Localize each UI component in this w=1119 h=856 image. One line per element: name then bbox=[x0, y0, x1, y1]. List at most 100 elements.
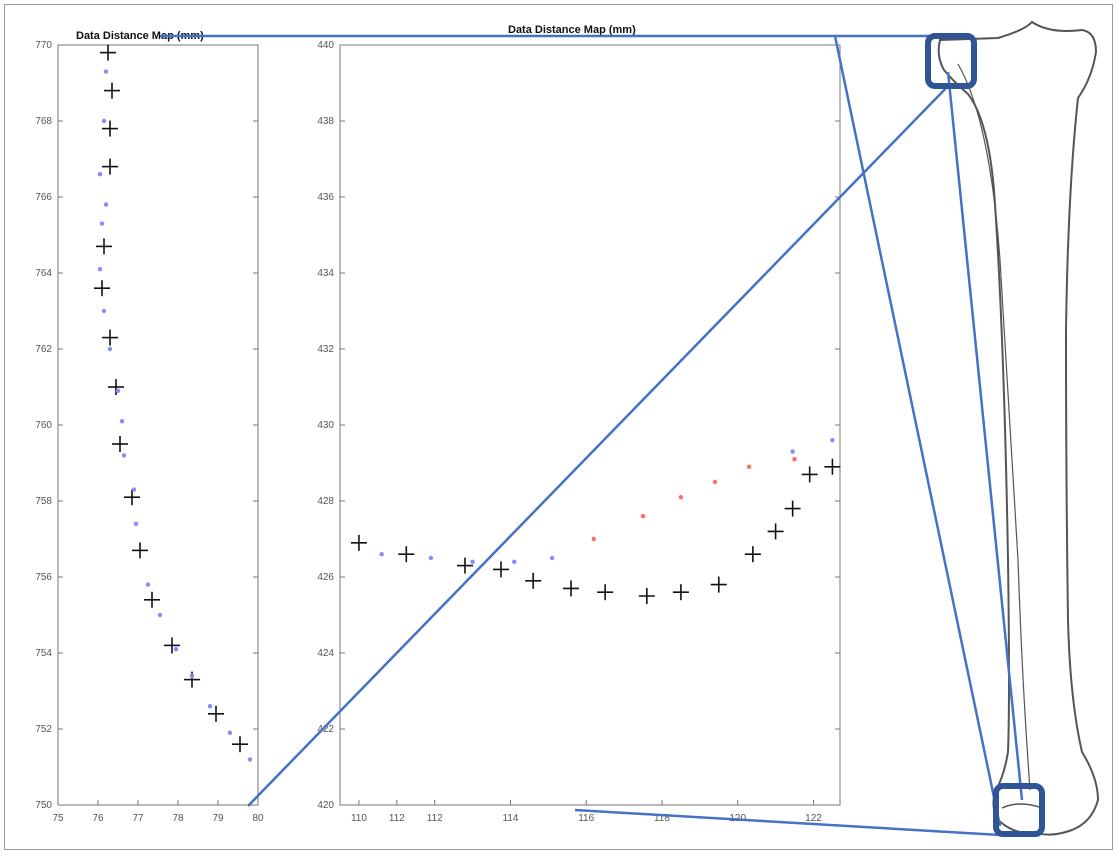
callout-bottom-line bbox=[574, 808, 1001, 837]
right-dot-marker bbox=[712, 479, 718, 485]
right-dot-marker bbox=[790, 449, 795, 454]
left-plot-marks bbox=[94, 44, 253, 762]
right-xtick-label: 114 bbox=[502, 813, 518, 824]
left-plus-marker bbox=[104, 82, 120, 99]
right-ytick-label: 428 bbox=[317, 496, 334, 507]
right-dot-marker bbox=[830, 438, 835, 443]
left-dot-marker bbox=[121, 453, 127, 458]
right-dot-marker bbox=[792, 457, 797, 462]
left-plot-axes-box bbox=[57, 44, 259, 806]
left-plus-marker bbox=[232, 736, 248, 753]
right-plus-marker bbox=[525, 572, 542, 589]
right-plus-marker bbox=[457, 557, 473, 574]
left-plus-marker bbox=[208, 705, 224, 722]
left-ytick-label: 750 bbox=[35, 800, 52, 811]
left-dot-marker bbox=[99, 221, 105, 226]
right-xtick-label: 118 bbox=[654, 813, 670, 824]
left-dot-marker bbox=[101, 308, 107, 314]
left-plus-marker bbox=[100, 44, 116, 61]
left-dot-marker bbox=[189, 673, 195, 678]
right-plus-marker bbox=[563, 580, 580, 597]
left-xtick-label: 80 bbox=[252, 813, 264, 824]
right-ytick-label: 438 bbox=[317, 116, 334, 127]
left-plot-title: Data Distance Map (mm) bbox=[76, 30, 204, 42]
right-ytick-label: 420 bbox=[317, 800, 334, 811]
left-dot-marker bbox=[157, 612, 163, 618]
right-dot-marker bbox=[549, 555, 555, 561]
left-plot: Data Distance Map (mm) 750 752 754 756 758 76… bbox=[35, 30, 264, 824]
right-plus-marker bbox=[398, 546, 415, 563]
tibia-bone-outline bbox=[937, 20, 1100, 836]
right-dot-marker bbox=[746, 464, 752, 469]
bone-inner-line bbox=[957, 63, 1031, 791]
left-xtick-label: 75 bbox=[52, 813, 64, 824]
right-plus-marker bbox=[784, 500, 801, 517]
right-ytick-label: 424 bbox=[317, 648, 334, 659]
right-plus-marker bbox=[801, 466, 818, 483]
bone-distal-joint-line bbox=[1001, 803, 1043, 809]
right-plus-marker bbox=[824, 458, 841, 475]
left-plus-marker bbox=[108, 379, 124, 395]
right-plus-marker bbox=[710, 576, 727, 593]
left-dot-marker bbox=[97, 172, 103, 177]
right-ytick-label: 432 bbox=[317, 344, 334, 355]
left-plus-marker bbox=[124, 489, 140, 506]
right-plus-marker bbox=[638, 588, 655, 604]
left-dot-marker bbox=[119, 419, 125, 424]
right-plus-marker bbox=[597, 584, 614, 601]
callout-right-diagonal bbox=[833, 35, 1002, 827]
right-dot-marker bbox=[678, 495, 684, 500]
left-plot-ticks: 750 752 754 756 758 760 762 764 766 768 770 75 76 77 7… bbox=[35, 40, 264, 824]
left-plus-marker bbox=[102, 158, 118, 175]
callout-left-diagonal bbox=[247, 83, 951, 807]
right-plot-title: Data Distance Map (mm) bbox=[508, 24, 636, 36]
left-dot-marker bbox=[115, 388, 121, 393]
left-plus-marker bbox=[94, 280, 110, 297]
right-dot-marker bbox=[591, 536, 596, 542]
right-ytick-label: 434 bbox=[317, 268, 334, 279]
right-xtick-label: 112 bbox=[427, 813, 443, 824]
left-xtick-label: 78 bbox=[172, 813, 184, 824]
right-ytick-label: 426 bbox=[317, 572, 334, 583]
left-ytick-label: 754 bbox=[35, 648, 52, 659]
left-plus-marker bbox=[96, 238, 112, 255]
left-dot-marker bbox=[103, 69, 109, 74]
right-plus-marker bbox=[672, 584, 689, 601]
bone-outline-path bbox=[937, 20, 1100, 836]
left-dot-marker bbox=[145, 582, 151, 587]
right-ytick-label: 440 bbox=[317, 40, 334, 51]
right-dot-marker bbox=[640, 514, 646, 519]
left-ytick-label: 752 bbox=[35, 724, 52, 735]
right-plus-marker bbox=[492, 561, 509, 578]
left-plus-marker bbox=[102, 329, 118, 346]
right-plot-axes-box bbox=[339, 44, 841, 806]
left-ytick-label: 760 bbox=[35, 420, 52, 431]
right-plus-marker bbox=[350, 534, 367, 551]
left-dot-marker bbox=[207, 704, 213, 709]
right-xtick-label: 110 bbox=[351, 813, 367, 824]
left-dot-marker bbox=[103, 202, 109, 207]
right-plot-marks bbox=[350, 438, 841, 604]
left-plus-marker bbox=[164, 637, 180, 654]
left-ytick-label: 768 bbox=[35, 116, 52, 127]
right-plot: Data Distance Map (mm) 420 422 424 426 428 43… bbox=[317, 24, 841, 824]
left-ytick-label: 762 bbox=[35, 344, 52, 355]
right-plus-marker bbox=[744, 546, 761, 563]
right-xtick-label: 122 bbox=[805, 813, 822, 824]
left-plus-marker bbox=[112, 436, 128, 452]
right-dot-marker bbox=[470, 559, 475, 564]
left-dot-marker bbox=[247, 757, 253, 762]
left-plus-marker bbox=[132, 542, 148, 559]
left-ytick-label: 758 bbox=[35, 496, 52, 507]
left-dot-marker bbox=[107, 346, 113, 352]
magnifier-box-distal bbox=[993, 783, 1045, 837]
left-dot-marker bbox=[133, 521, 139, 526]
right-dot-marker bbox=[428, 555, 434, 561]
left-plus-marker bbox=[144, 591, 160, 608]
left-xtick-label: 76 bbox=[92, 813, 104, 824]
right-ytick-label: 430 bbox=[317, 420, 334, 431]
left-dot-marker bbox=[97, 267, 103, 272]
callout-bone-line bbox=[946, 71, 1024, 801]
left-dot-marker bbox=[101, 118, 107, 124]
